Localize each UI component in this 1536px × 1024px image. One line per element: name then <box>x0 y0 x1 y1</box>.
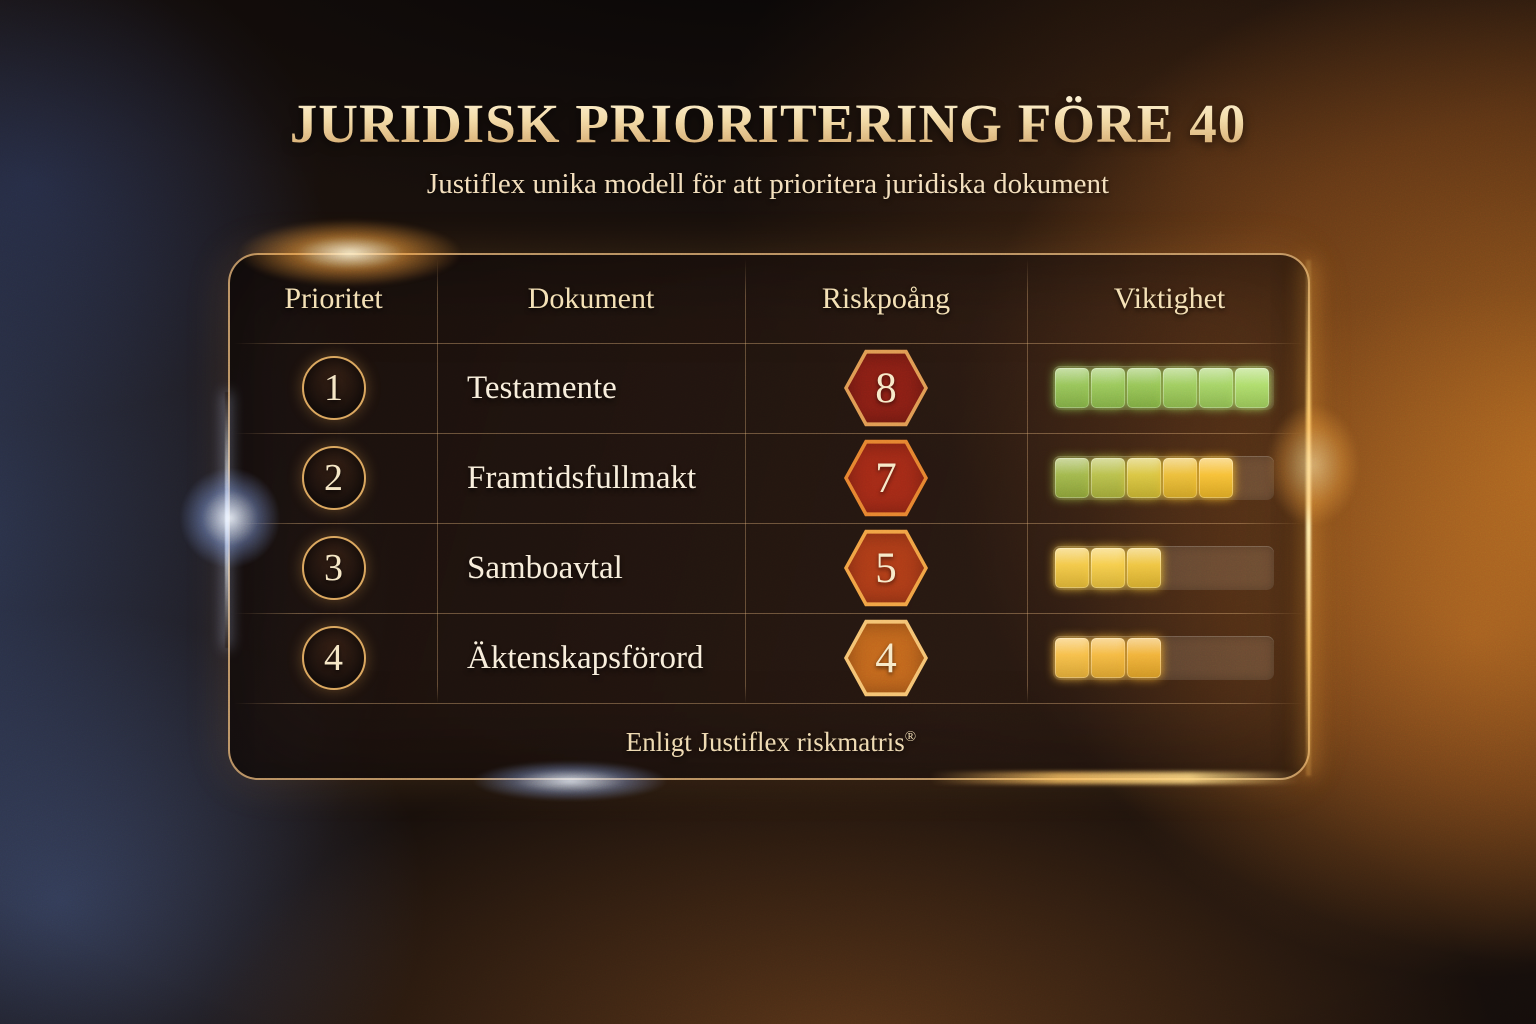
table-row-3-priority-cell: 3 <box>230 523 437 613</box>
table-row-2-importance-cell <box>1027 433 1312 523</box>
importance-meter <box>1053 546 1274 590</box>
importance-block <box>1199 368 1233 408</box>
page-title: JURIDISK PRIORITERING FÖRE 40 <box>0 92 1536 155</box>
footer-note: Enligt Justiflex riskmatris® <box>625 727 917 757</box>
importance-block <box>1055 368 1089 408</box>
importance-block <box>1163 458 1197 498</box>
importance-meter <box>1053 456 1274 500</box>
table-row-1-priority-cell: 1 <box>230 343 437 433</box>
risk-hexagon-badge: 8 <box>844 349 928 427</box>
importance-block <box>1127 458 1161 498</box>
table-footer: Enligt Justiflex riskmatris® <box>230 703 1312 782</box>
page-subtitle: Justiflex unika modell för att prioriter… <box>426 168 1110 200</box>
document-name: Framtidsfullmakt <box>467 459 697 496</box>
risk-hexagon-badge: 4 <box>844 619 928 697</box>
table-row-4-risk-cell: 4 <box>745 613 1027 703</box>
priority-badge: 4 <box>301 626 366 690</box>
table-row-4-priority-cell: 4 <box>230 613 437 703</box>
importance-meter <box>1053 366 1274 410</box>
importance-block <box>1091 368 1125 408</box>
importance-block <box>1199 458 1233 498</box>
importance-block <box>1127 638 1161 678</box>
importance-block <box>1055 638 1089 678</box>
table-row-2-document-cell: Framtidsfullmakt <box>437 433 745 523</box>
table-row-4-importance-cell <box>1027 613 1312 703</box>
risk-hexagon-badge: 5 <box>844 529 928 607</box>
importance-block <box>1055 458 1089 498</box>
importance-block <box>1163 368 1197 408</box>
column-header-prioritet: Prioritet <box>284 282 383 315</box>
table-row-3-risk-cell: 5 <box>745 523 1027 613</box>
table-row-3-document-cell: Samboavtal <box>437 523 745 613</box>
table-row-4-document-cell: Äktenskapsförord <box>437 613 745 703</box>
importance-block <box>1055 548 1089 588</box>
priority-table-panel: Prioritet Dokument Riskpoång Viktighet 1… <box>228 253 1310 780</box>
priority-badge: 1 <box>301 356 366 420</box>
risk-hexagon-badge: 7 <box>844 439 928 517</box>
table-row-3-importance-cell <box>1027 523 1312 613</box>
column-header-viktighet: Viktighet <box>1113 282 1226 315</box>
priority-badge: 2 <box>301 446 366 510</box>
table-row-1-risk-cell: 8 <box>745 343 1027 433</box>
document-name: Testamente <box>467 369 617 406</box>
importance-block <box>1235 368 1269 408</box>
table-row-1-importance-cell <box>1027 343 1312 433</box>
importance-block <box>1091 458 1125 498</box>
priority-badge: 3 <box>301 536 366 600</box>
column-header-dokument: Dokument <box>527 282 655 315</box>
column-header-riskpoang: Riskpoång <box>821 282 951 315</box>
importance-meter <box>1053 636 1274 680</box>
document-name: Samboavtal <box>467 549 623 586</box>
table-row-1-document-cell: Testamente <box>437 343 745 433</box>
document-name: Äktenskapsförord <box>467 639 704 676</box>
table-row-2-priority-cell: 2 <box>230 433 437 523</box>
table-row-2-risk-cell: 7 <box>745 433 1027 523</box>
importance-block <box>1091 548 1125 588</box>
importance-block <box>1091 638 1125 678</box>
registered-trademark-icon: ® <box>904 729 917 745</box>
importance-block <box>1127 548 1161 588</box>
priority-table: Prioritet Dokument Riskpoång Viktighet 1… <box>230 255 1308 778</box>
importance-block <box>1127 368 1161 408</box>
